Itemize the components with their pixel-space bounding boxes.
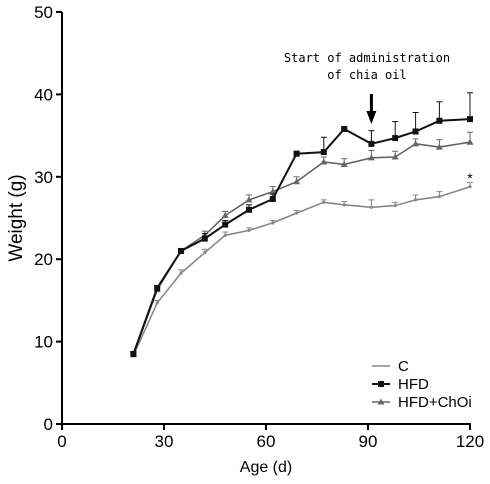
annotation-line-2: of chia oil (327, 68, 406, 82)
data-point-c (179, 271, 183, 275)
x-axis-label: Age (d) (240, 459, 292, 476)
x-tick-label: 30 (155, 432, 174, 451)
data-point-hfd-choi (391, 153, 399, 160)
y-tick-label: 50 (34, 3, 53, 22)
legend-marker-hfd (378, 381, 384, 387)
x-tick-label: 0 (57, 432, 66, 451)
data-point-hfd (269, 196, 276, 203)
legend-label-hfd: HFD (398, 376, 429, 393)
data-point-hfd (392, 135, 399, 142)
data-point-hfd-choi (221, 212, 229, 219)
x-tick-label: 90 (359, 432, 378, 451)
data-point-hfd (412, 128, 419, 135)
series-hfd (130, 92, 473, 357)
data-point-hfd (436, 117, 443, 124)
data-point-c (271, 221, 275, 225)
data-point-hfd (341, 126, 348, 133)
series-hfd-choi (129, 131, 474, 358)
significance-marker: * (467, 170, 473, 186)
y-tick-label: 30 (34, 168, 53, 187)
data-point-hfd (246, 206, 252, 213)
data-point-hfd (368, 140, 375, 147)
legend-label-hfd-choi: HFD+ChOi (398, 394, 472, 411)
legend-item-hfd-choi: HFD+ChOi (372, 394, 472, 411)
data-point-c (223, 233, 227, 237)
data-point-c (393, 204, 397, 208)
data-point-hfd-choi (245, 196, 253, 203)
data-point-hfd-choi (412, 140, 420, 147)
y-axis-label: Weight (g) (6, 174, 27, 261)
data-point-hfd (154, 285, 161, 292)
legend-marker-hfd-choi (377, 398, 385, 405)
data-point-c (322, 200, 326, 204)
legend-item-hfd: HFD (372, 376, 429, 393)
data-point-hfd (130, 350, 137, 357)
data-point-hfd-choi (367, 154, 375, 161)
data-point-hfd (222, 221, 229, 228)
data-point-hfd-choi (340, 160, 348, 167)
annotation-line-1: Start of administration (284, 51, 450, 65)
y-tick-label: 20 (34, 250, 53, 269)
y-tick-label: 0 (44, 415, 53, 434)
data-point-hfd (293, 150, 300, 157)
data-point-hfd-choi (269, 188, 277, 195)
legend-label-c: C (398, 358, 409, 375)
data-point-c (414, 198, 418, 202)
y-tick-label: 40 (34, 85, 53, 104)
data-point-c (468, 185, 472, 189)
legend-item-c: C (372, 358, 409, 375)
data-point-c (203, 251, 207, 255)
data-point-c (369, 205, 373, 209)
data-point-hfd (467, 116, 473, 123)
data-point-hfd-choi (435, 143, 443, 150)
data-point-hfd (178, 247, 184, 254)
data-point-hfd (320, 149, 327, 156)
series-c (130, 182, 473, 358)
plot-area: 0 10 20 30 40 50 0 30 60 90 120 (34, 3, 484, 451)
data-point-c (155, 301, 159, 305)
series-line-c (132, 185, 471, 356)
data-point-hfd-choi (320, 158, 328, 165)
annotation-arrow-head (366, 111, 377, 124)
data-point-hfd (201, 235, 208, 242)
series-line-hfd (132, 118, 471, 355)
data-point-c (295, 211, 299, 215)
data-point-hfd-choi (293, 178, 301, 185)
data-point-c (437, 194, 441, 199)
legend: C HFD HFD+ChOi (372, 358, 472, 411)
data-point-c (342, 203, 346, 207)
x-tick-label: 120 (456, 432, 484, 451)
data-point-c (247, 228, 251, 232)
data-point-hfd-choi (466, 138, 474, 145)
y-tick-label: 10 (34, 333, 53, 352)
x-tick-label: 60 (257, 432, 276, 451)
